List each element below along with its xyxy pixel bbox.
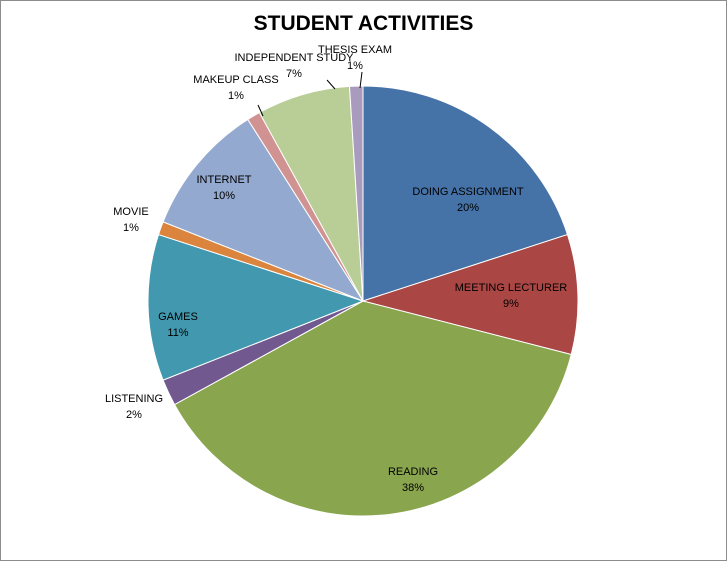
pie-slices: [147, 85, 579, 517]
slice-percent-independent-study: 7%: [286, 68, 302, 80]
slice-label-internet: INTERNET: [197, 174, 252, 186]
slice-label-doing-assignment: DOING ASSIGNMENT: [412, 186, 524, 198]
slice-labels: DOING ASSIGNMENT 20% MEETING LECTURER 9% REA…: [105, 44, 567, 494]
slice-label-games: GAMES: [158, 311, 198, 323]
pie-slice-thesis-exam: [348, 85, 364, 302]
slice-percent-makeup-class: 1%: [228, 90, 244, 102]
leader-line-makeup-class: [257, 104, 264, 117]
slice-percent-thesis-exam: 1%: [347, 60, 363, 72]
slice-percent-games: 11%: [167, 327, 188, 339]
pie-slice-meeting-lecturer: [361, 233, 579, 356]
slice-percent-internet: 10%: [213, 190, 235, 202]
leader-line-independent-study: [326, 79, 336, 90]
slice-percent-reading: 38%: [402, 482, 424, 494]
slice-label-thesis-exam: THESIS EXAM: [318, 44, 392, 56]
pie-slice-internet: [162, 118, 365, 303]
slice-label-independent-study: INDEPENDENT STUDY: [235, 52, 355, 64]
slice-label-meeting-lecturer: MEETING LECTURER: [455, 282, 568, 294]
pie-slice-games: [147, 233, 365, 381]
slice-label-movie: MOVIE: [113, 206, 148, 218]
slice-percent-listening: 2%: [126, 409, 142, 421]
slice-label-listening: LISTENING: [105, 393, 163, 405]
slice-label-reading: READING: [388, 466, 438, 478]
pie-slice-reading: [173, 300, 572, 517]
slice-percent-movie: 1%: [123, 222, 139, 234]
leader-lines: [257, 71, 363, 117]
slice-label-makeup-class: MAKEUP CLASS: [193, 74, 278, 86]
chart-title: STUDENT ACTIVITIES: [253, 12, 474, 35]
slice-percent-doing-assignment: 20%: [457, 202, 479, 214]
slice-percent-meeting-lecturer: 9%: [503, 298, 519, 310]
leader-line-thesis-exam: [359, 71, 363, 89]
pie-slice-doing-assignment: [362, 85, 569, 302]
